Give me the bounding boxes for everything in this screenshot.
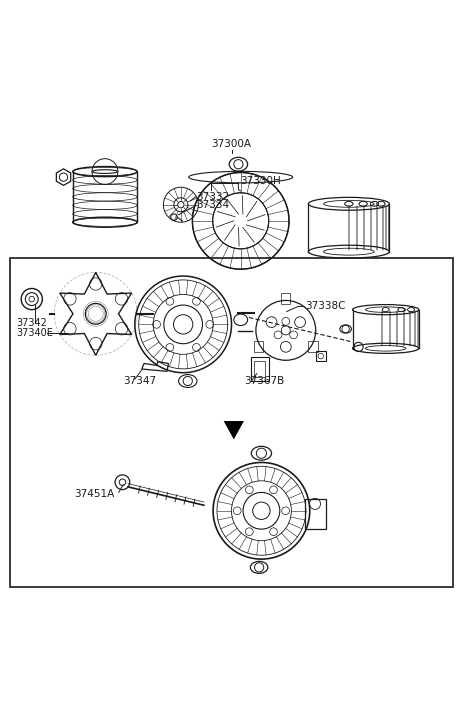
Text: 37342: 37342 <box>17 318 47 328</box>
Polygon shape <box>224 421 244 439</box>
Bar <box>281 294 290 305</box>
Circle shape <box>29 297 35 302</box>
Bar <box>10 257 453 587</box>
Bar <box>254 361 265 377</box>
Bar <box>251 357 269 380</box>
Bar <box>305 499 325 529</box>
Text: 37367B: 37367B <box>244 377 285 387</box>
Text: 37330H: 37330H <box>240 176 281 186</box>
Bar <box>254 340 263 352</box>
Text: 37451A: 37451A <box>74 489 114 499</box>
Circle shape <box>178 201 184 208</box>
Text: 37347: 37347 <box>123 376 156 385</box>
Text: 37334: 37334 <box>196 200 229 209</box>
Text: 37338C: 37338C <box>305 302 346 311</box>
Text: 37340E: 37340E <box>17 328 53 337</box>
Text: 37332: 37332 <box>196 192 229 202</box>
Bar <box>316 351 326 361</box>
Bar <box>308 340 318 352</box>
Text: 37300A: 37300A <box>212 139 251 149</box>
